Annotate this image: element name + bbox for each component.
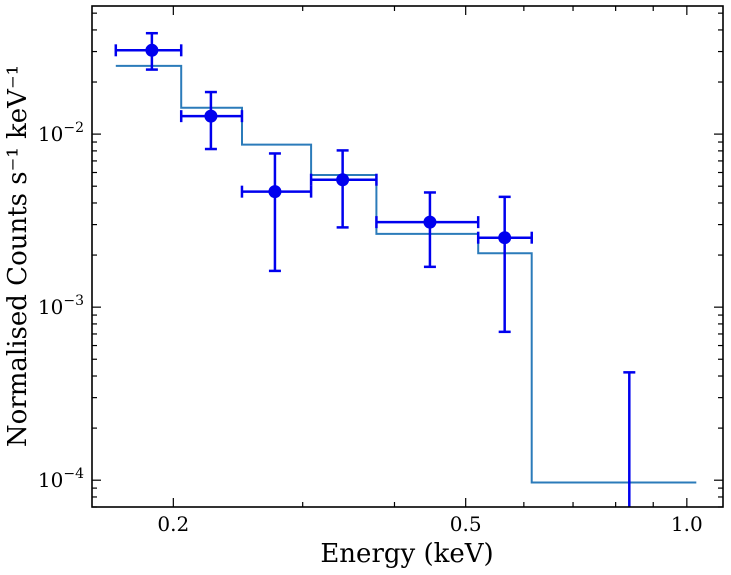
data-point [204, 109, 218, 123]
y-tick-label: 10−3 [38, 293, 84, 319]
data-points [114, 31, 636, 507]
data-point [423, 215, 437, 229]
y-tick-label: 10−4 [38, 466, 84, 492]
y-axis-label: Normalised Counts s⁻¹ keV⁻¹ [3, 65, 33, 447]
model-step-path [115, 64, 697, 484]
model-step-line [115, 64, 697, 484]
x-axis-label: Energy (keV) [320, 539, 493, 569]
axis-ticks: 0.2 0.5 1.0 10−4 10−3 10−2 [38, 6, 723, 536]
data-point [268, 185, 282, 199]
x-tick-label: 0.2 [157, 512, 189, 536]
data-point [498, 231, 512, 245]
y-tick-label: 10−2 [38, 120, 84, 146]
data-point [145, 43, 159, 57]
x-tick-label: 1.0 [671, 512, 703, 536]
data-point [336, 173, 350, 187]
x-tick-label: 0.5 [450, 512, 482, 536]
plot-frame [91, 5, 724, 508]
